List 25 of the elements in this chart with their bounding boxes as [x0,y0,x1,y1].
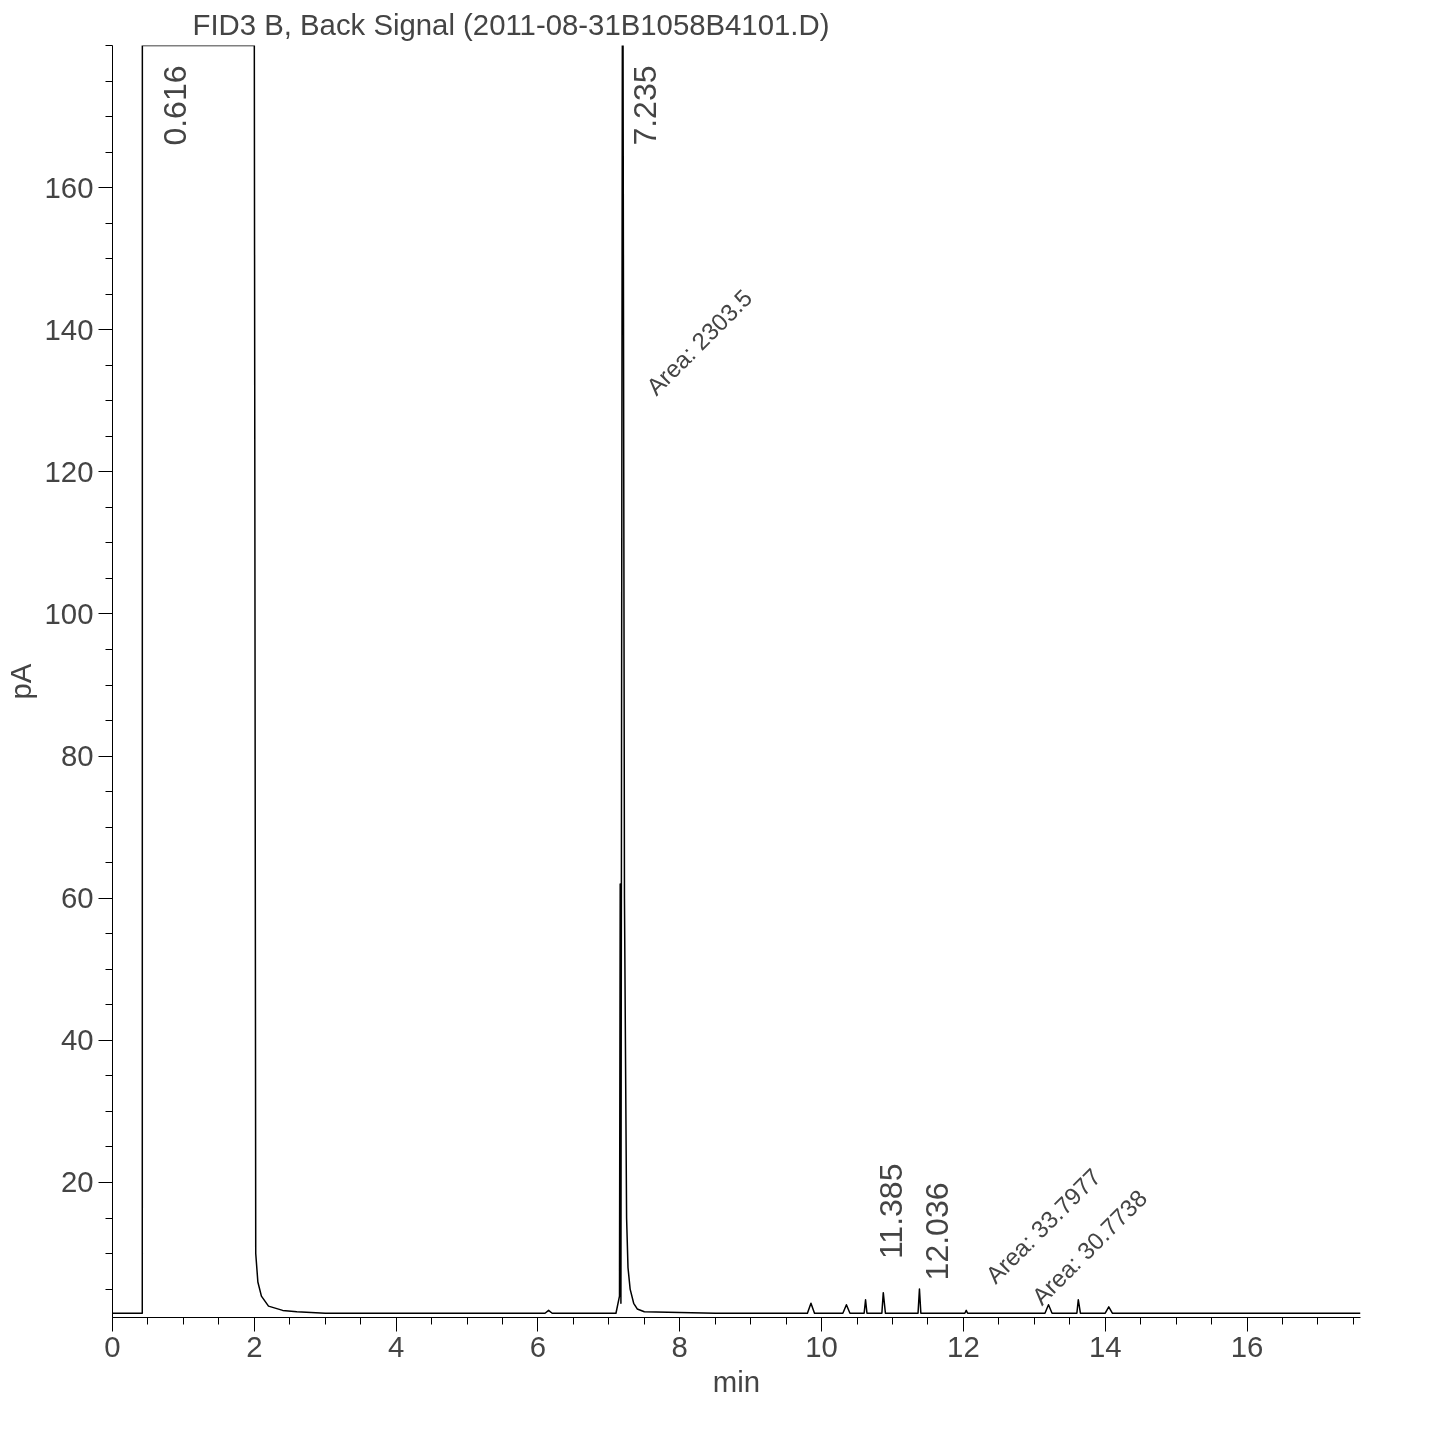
x-axis-title: min [712,1364,761,1398]
line-series [112,45,1361,1314]
x-tick-label: 6 [529,1329,547,1363]
y-tick-label: 20 [60,1165,94,1199]
annotation: 0.616 [157,65,194,146]
x-tick-label: 16 [1230,1329,1264,1363]
x-tick-label: 12 [947,1329,980,1363]
x-tick-label: 14 [1088,1329,1122,1363]
x-tick-label: 8 [671,1329,688,1363]
x-tick-label: 10 [805,1329,838,1363]
y-tick-label: 120 [44,454,94,488]
chart-title: FID3 B, Back Signal (2011-08-31B1058B4101.D) [192,7,830,41]
annotation: 11.385 [872,1163,909,1260]
y-tick-label: 80 [60,739,94,773]
x-tick-label: 0 [104,1329,121,1363]
y-tick-label: 100 [44,596,94,630]
y-tick-label: 60 [60,881,94,915]
y-tick-label: 140 [44,312,94,346]
y-tick-label: 160 [44,170,94,204]
x-tick-label: 4 [387,1329,405,1363]
annotation: 12.036 [918,1182,955,1281]
y-axis-title: pA [3,663,37,700]
x-tick-label: 2 [246,1329,263,1363]
annotation: 7.235 [626,65,663,146]
y-tick-label: 40 [60,1023,94,1057]
